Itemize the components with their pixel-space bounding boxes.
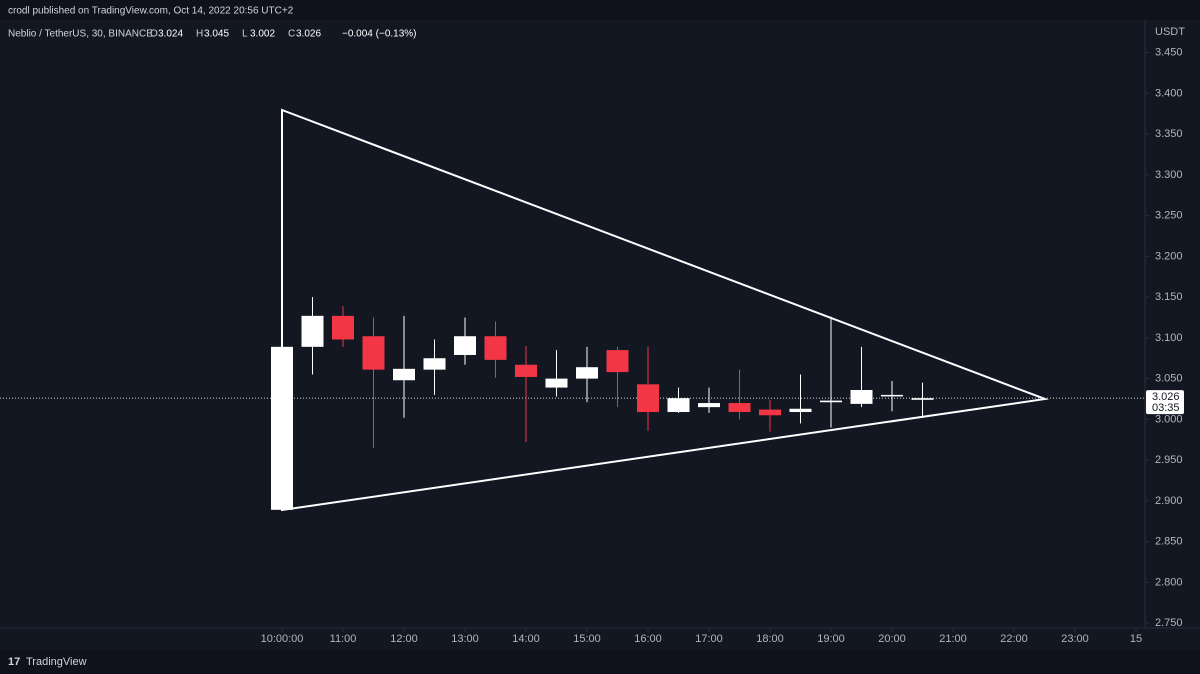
candle-body [484,336,507,360]
candle-body [759,409,781,416]
candle-body [332,315,354,340]
change: −0.004 (−0.13%) [342,29,417,40]
candle-body [698,403,720,408]
candle-body [393,368,415,381]
ohlc-key: C [288,29,295,40]
x-tick-label: 13:00 [451,633,479,645]
ohlc-value: 3.026 [296,29,321,40]
x-tick-label: 17:00 [695,633,723,645]
footer-brand: TradingView [26,656,87,668]
x-tick-label: 22:00 [1000,633,1028,645]
x-tick-label: 19:00 [817,633,845,645]
last-price-label: 3.026 [1152,391,1180,403]
last-price-box [1146,390,1184,415]
y-tick-label: 2.750 [1155,617,1183,629]
symbol: Neblio / TetherUS, 30, BINANCE [8,29,153,40]
y-tick-label: 3.000 [1155,413,1183,425]
x-tick-label: 16:00 [634,633,662,645]
y-tick-label: 2.950 [1155,454,1183,466]
candle-body [850,390,873,404]
candle-body [271,346,293,510]
x-tick-label: 14:00 [512,633,540,645]
ohlc-value: 3.045 [204,29,229,40]
publisher: crodl published on TradingView.com, Oct … [8,6,294,17]
x-tick-label: 12:00 [390,633,418,645]
candle-body [454,336,476,355]
y-unit: USDT [1155,26,1185,38]
footer-logo: 17 [8,656,20,668]
y-tick-label: 2.800 [1155,576,1183,588]
candle-body [545,378,568,388]
y-tick-label: 3.050 [1155,373,1183,385]
x-tick-label: 15 [1130,633,1142,645]
x-tick-label: 15:00 [573,633,601,645]
top-bar [0,0,1200,20]
x-tick-label: 10:00:00 [261,633,304,645]
y-tick-label: 3.400 [1155,87,1183,99]
candle-body [820,400,842,403]
candle-body [576,367,598,379]
y-tick-label: 3.450 [1155,47,1183,59]
x-tick-label: 11:00 [330,633,357,645]
candle-body [637,384,659,413]
ohlc-key: H [196,29,203,40]
x-tick-label: 18:00 [756,633,784,645]
candle-body [728,403,751,413]
x-tick-label: 23:00 [1061,633,1089,645]
x-tick-label: 21:00 [939,633,967,645]
y-tick-label: 3.150 [1155,291,1183,303]
ohlc-value: 3.024 [158,29,183,40]
candle-body [362,336,385,370]
y-tick-label: 3.350 [1155,128,1183,140]
triangle-drawing [281,108,1049,512]
footer [0,650,1200,674]
countdown: 03:35 [1152,402,1180,414]
y-tick-label: 3.100 [1155,332,1183,344]
y-tick-label: 2.900 [1155,495,1183,507]
candle-body [423,358,446,370]
ohlc-value: 3.002 [250,29,275,40]
y-tick-label: 3.200 [1155,250,1183,262]
y-tick-label: 3.250 [1155,210,1183,222]
candle-body [606,350,629,373]
candle-body [911,398,934,400]
ohlc-key: O [150,29,158,40]
candle-body [515,364,537,377]
candle-body [667,398,690,413]
candle-body [789,408,812,413]
y-tick-label: 2.850 [1155,536,1183,548]
y-tick-label: 3.300 [1155,169,1183,181]
candle-body [881,394,903,397]
ohlc-key: L [242,29,248,40]
candle-body [301,315,324,347]
x-tick-label: 20:00 [878,633,906,645]
